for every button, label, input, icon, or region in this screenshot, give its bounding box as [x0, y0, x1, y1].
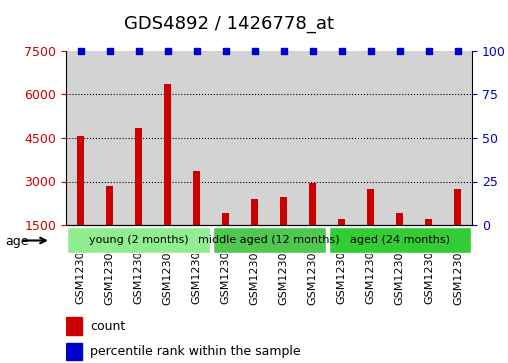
Point — [135, 48, 143, 54]
Point — [221, 48, 230, 54]
Bar — [77, 136, 84, 225]
Text: age: age — [5, 235, 28, 248]
Bar — [106, 186, 113, 225]
Point — [338, 48, 346, 54]
Text: young (2 months): young (2 months) — [89, 234, 188, 245]
Point — [106, 48, 114, 54]
Text: percentile rank within the sample: percentile rank within the sample — [90, 345, 301, 358]
Point — [367, 48, 375, 54]
Point — [425, 48, 433, 54]
Bar — [66, 343, 82, 360]
Bar — [164, 84, 171, 225]
Bar — [356, 51, 386, 225]
Point — [77, 48, 85, 54]
Bar — [135, 128, 142, 225]
Bar — [95, 51, 124, 225]
Bar — [309, 183, 316, 225]
Point — [309, 48, 317, 54]
Point — [193, 48, 201, 54]
Bar — [425, 219, 432, 225]
Bar — [193, 171, 200, 225]
FancyBboxPatch shape — [213, 227, 326, 253]
Point — [164, 48, 172, 54]
Text: middle aged (12 months): middle aged (12 months) — [199, 234, 340, 245]
Bar — [327, 51, 356, 225]
Bar — [211, 51, 240, 225]
Point — [396, 48, 404, 54]
Bar — [66, 51, 95, 225]
Bar — [367, 189, 374, 225]
Bar — [269, 51, 298, 225]
Bar — [443, 51, 472, 225]
Text: aged (24 months): aged (24 months) — [350, 234, 450, 245]
Text: count: count — [90, 320, 125, 333]
Bar — [455, 189, 461, 225]
Bar — [66, 317, 82, 335]
Bar — [182, 51, 211, 225]
Bar — [153, 51, 182, 225]
Point — [454, 48, 462, 54]
Bar — [298, 51, 327, 225]
Bar — [240, 51, 269, 225]
Point — [280, 48, 288, 54]
Bar — [386, 51, 415, 225]
Bar — [415, 51, 443, 225]
Bar — [338, 219, 345, 225]
Point — [250, 48, 259, 54]
Bar — [124, 51, 153, 225]
FancyBboxPatch shape — [329, 227, 471, 253]
Bar — [251, 199, 258, 225]
FancyBboxPatch shape — [68, 227, 210, 253]
Bar — [280, 197, 287, 225]
Bar — [222, 213, 229, 225]
Text: GDS4892 / 1426778_at: GDS4892 / 1426778_at — [123, 15, 334, 33]
Bar — [396, 213, 403, 225]
